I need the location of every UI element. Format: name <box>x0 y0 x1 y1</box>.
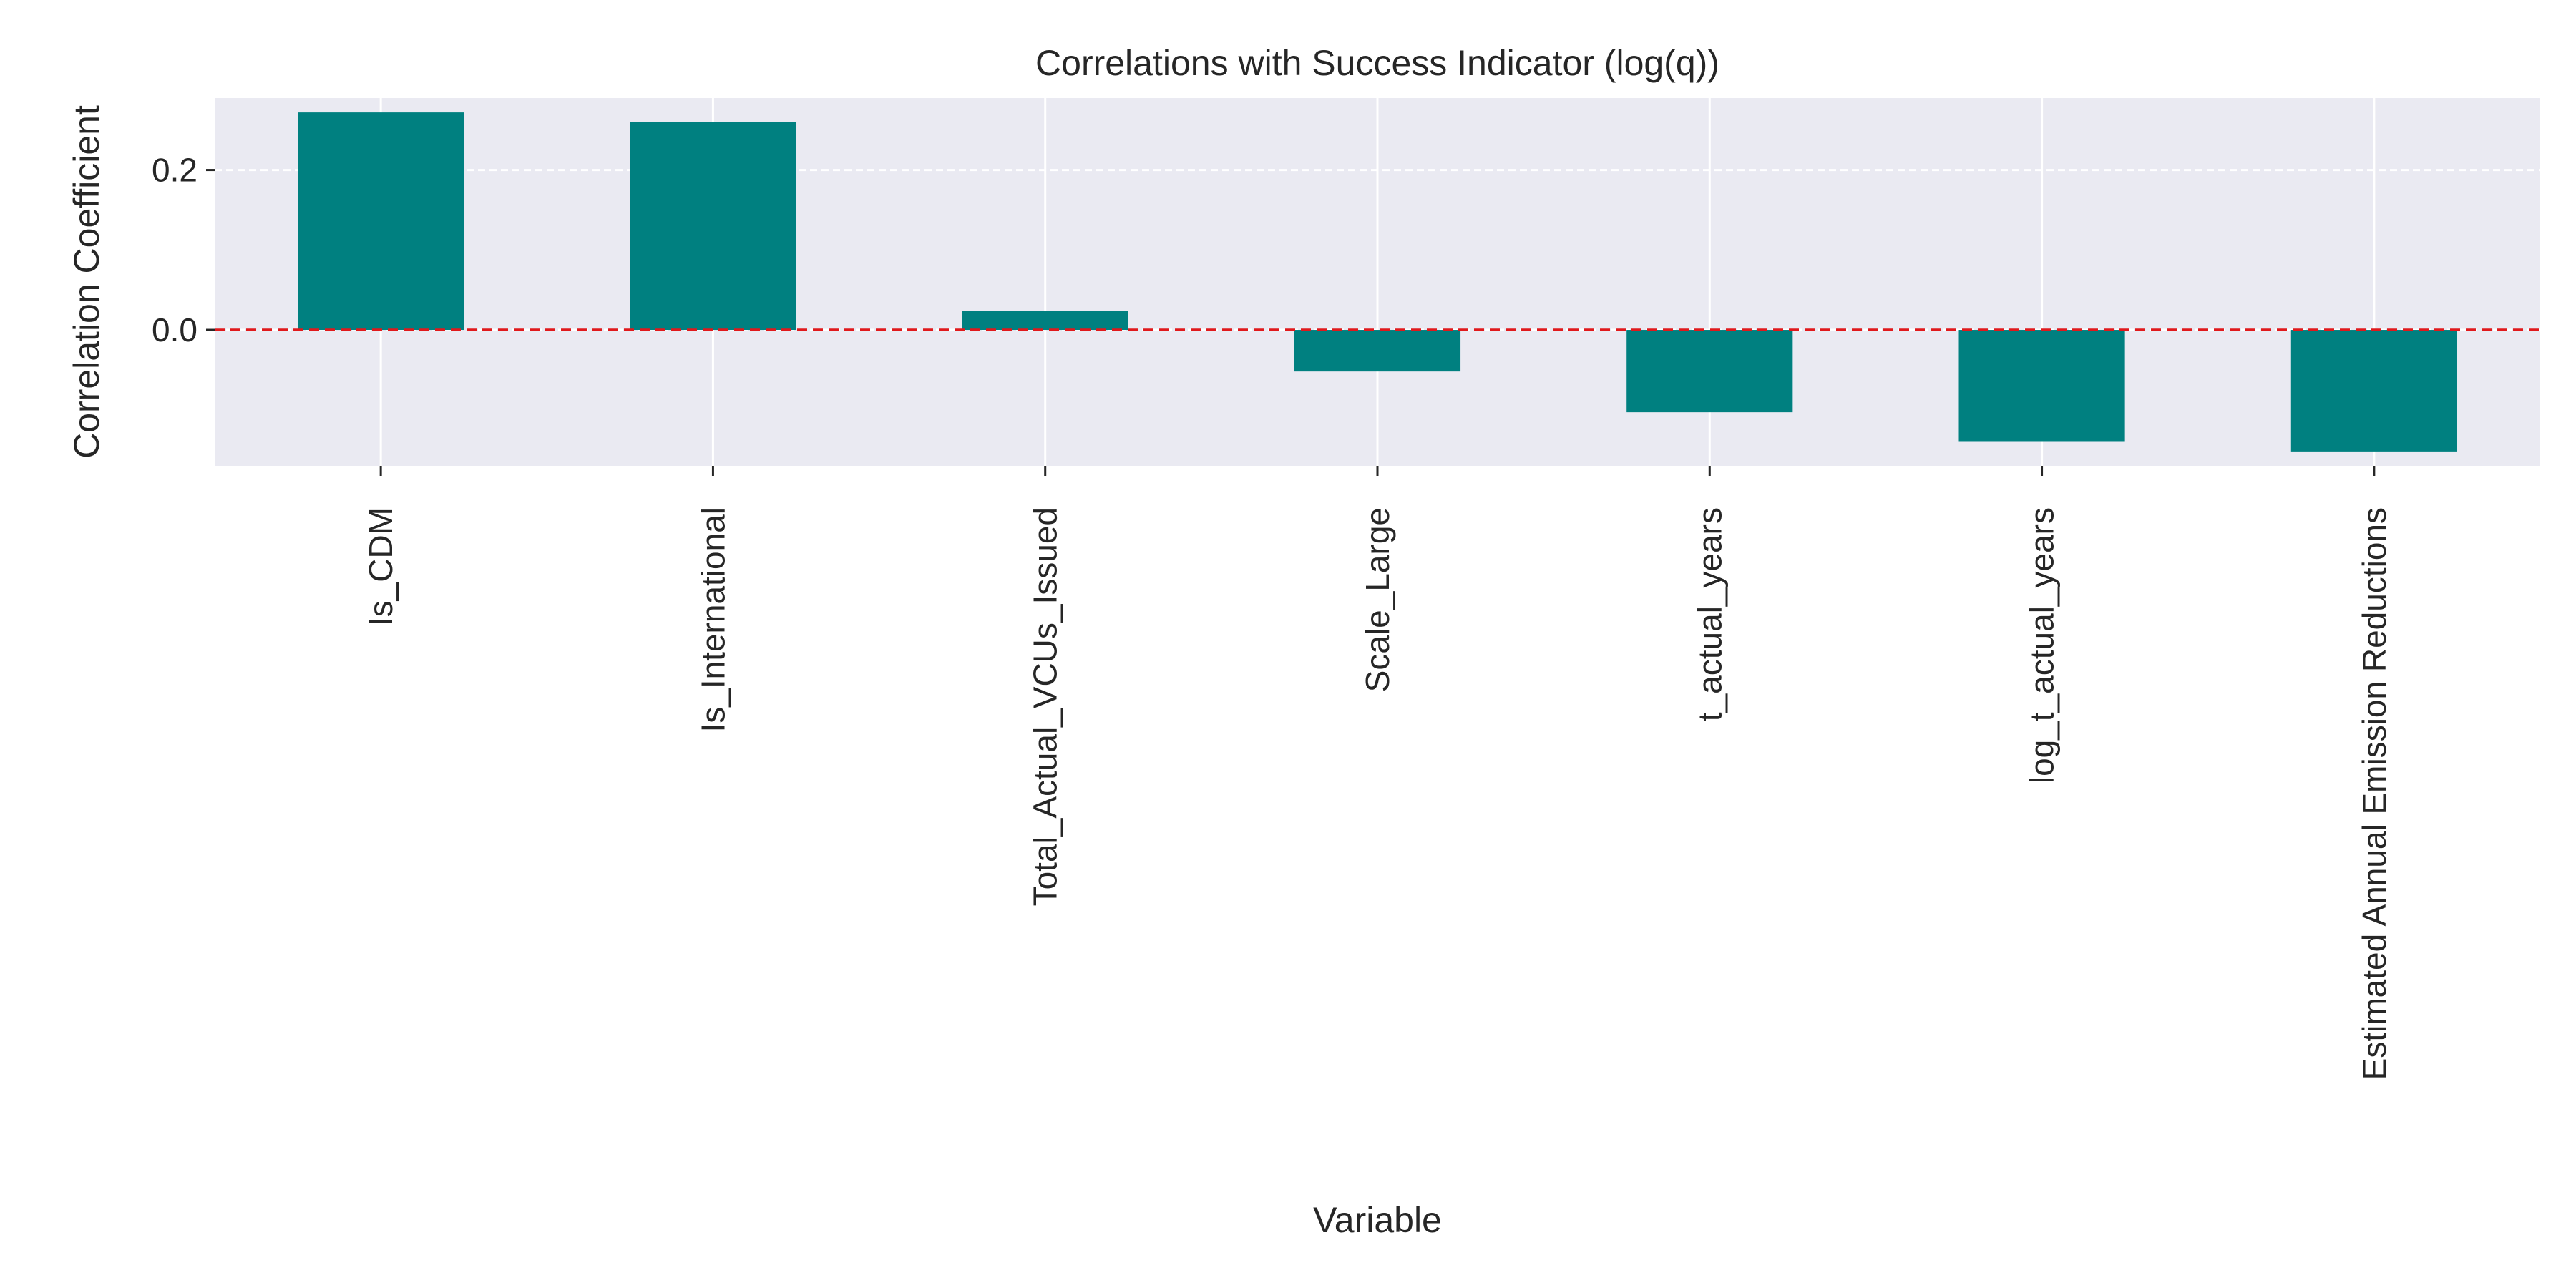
x-tick-label: t_actual_years <box>1691 507 1728 721</box>
bar <box>1958 330 2125 442</box>
y-tick-label: 0.0 <box>152 311 197 348</box>
x-tick-label: Total_Actual_VCUs_Issued <box>1027 507 1064 906</box>
bar <box>1294 330 1461 372</box>
x-tick-label: Estimated Annual Emission Reductions <box>2356 507 2393 1080</box>
x-tick-label: Is_International <box>694 507 731 733</box>
x-axis-ticks: Is_CDM Is_International Total_Actual_VCUs_… <box>362 466 2393 1080</box>
bar <box>2290 330 2457 452</box>
x-tick-label: Scale_Large <box>1359 507 1396 692</box>
x-axis-label: Variable <box>1313 1200 1442 1240</box>
bar <box>962 311 1128 331</box>
bar <box>298 112 464 331</box>
y-tick-label: 0.2 <box>152 152 197 189</box>
y-axis-label: Correlation Coefficient <box>67 105 107 459</box>
x-tick-label: log_t_actual_years <box>2024 507 2061 784</box>
y-axis-ticks: 0.0 0.2 <box>152 152 215 348</box>
bars <box>298 112 2457 452</box>
bar <box>1626 330 1793 413</box>
chart-title: Correlations with Success Indicator (log… <box>1035 43 1719 83</box>
bar <box>630 122 796 331</box>
x-tick-label: Is_CDM <box>362 507 399 626</box>
